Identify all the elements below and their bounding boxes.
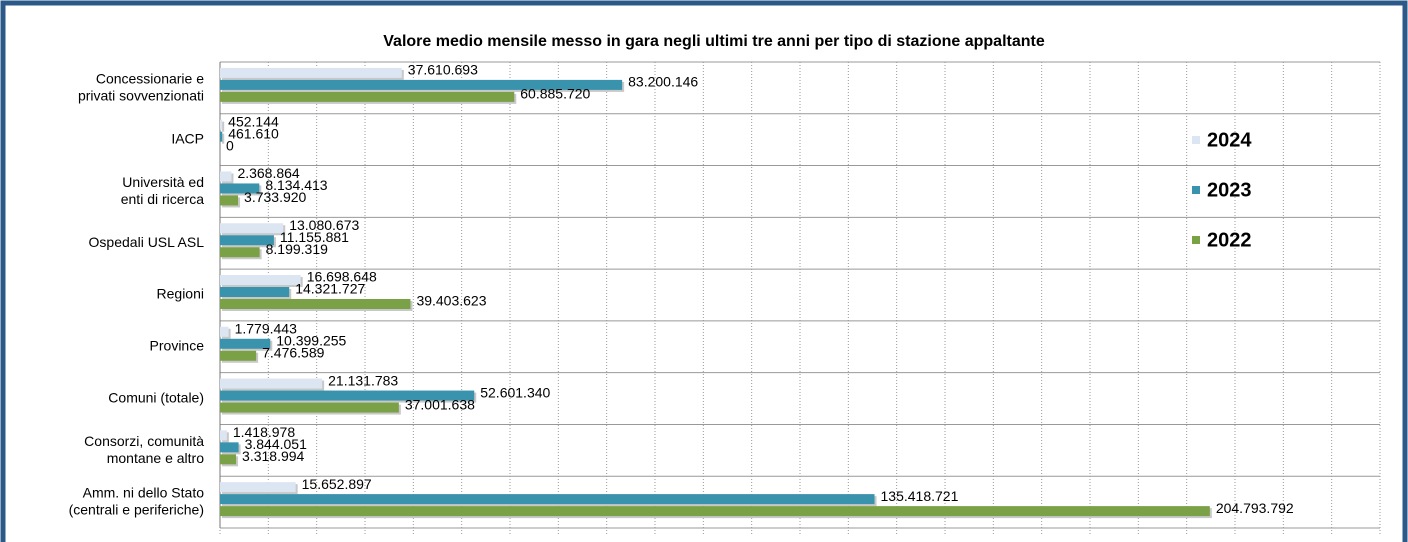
category-label: Consorzi, comunità montane e altro	[84, 433, 204, 466]
data-label: 21.131.783	[328, 372, 398, 388]
bar	[220, 482, 296, 493]
bar	[220, 79, 623, 90]
data-label: 39.403.623	[416, 293, 486, 309]
legend-label: 2022	[1207, 229, 1252, 251]
bar	[220, 442, 239, 453]
bar	[220, 390, 475, 401]
bar	[220, 494, 875, 505]
bar	[220, 91, 515, 102]
bar	[220, 171, 232, 182]
bar	[220, 430, 227, 441]
data-label: 3.318.994	[242, 448, 304, 464]
legend-swatch	[1192, 136, 1200, 144]
bar	[220, 350, 257, 361]
bar	[220, 235, 274, 246]
data-label: 1.418.978	[233, 424, 295, 440]
data-label: 7.476.589	[262, 344, 324, 360]
data-label: 13.080.673	[289, 217, 359, 233]
data-label: 204.793.792	[1216, 500, 1294, 516]
bar	[220, 183, 260, 194]
bar	[220, 247, 260, 258]
data-label: 60.885.720	[520, 86, 590, 102]
data-label: 14.321.727	[295, 281, 365, 297]
bar	[220, 378, 323, 389]
bar	[220, 299, 411, 309]
bar	[220, 506, 1210, 517]
bar	[220, 131, 223, 142]
chart-title: Valore medio mensile messo in gara negli…	[383, 33, 1045, 50]
bar	[220, 119, 223, 130]
category-label: Province	[150, 337, 205, 353]
data-label: 3.733.920	[244, 189, 306, 205]
legend-swatch	[1192, 186, 1200, 194]
bar	[220, 275, 301, 285]
data-label: 37.001.638	[405, 396, 475, 412]
data-label: 8.134.413	[265, 177, 327, 193]
category-label: Regioni	[157, 286, 204, 302]
bar	[220, 67, 402, 78]
data-label: 461.610	[228, 125, 279, 141]
category-label: Comuni (totale)	[108, 389, 204, 405]
data-label: 15.652.897	[302, 476, 372, 492]
data-label: 2.368.864	[237, 165, 299, 181]
bar-shadow	[222, 121, 225, 132]
data-label: 10.399.255	[276, 332, 346, 348]
data-label: 83.200.146	[628, 74, 698, 90]
bar	[220, 195, 239, 206]
bar	[220, 223, 284, 234]
data-label: 3.844.051	[245, 436, 307, 452]
category-label: IACP	[171, 130, 204, 146]
category-label: Amm. ni dello Stato (centrali e periferic…	[69, 484, 205, 517]
data-label: 452.144	[228, 113, 279, 129]
legend-label: 2024	[1207, 129, 1252, 151]
data-label: 11.155.881	[280, 229, 349, 245]
bar	[220, 287, 290, 297]
bar	[220, 338, 271, 349]
data-label: 1.779.443	[235, 320, 297, 336]
bar	[220, 326, 229, 337]
data-label: 52.601.340	[480, 384, 550, 400]
bar-shadow	[222, 133, 225, 144]
data-label: 16.698.648	[307, 269, 377, 285]
data-label: 8.199.319	[266, 241, 328, 257]
bar	[220, 402, 399, 413]
legend-swatch	[1192, 236, 1200, 244]
legend-label: 2023	[1207, 179, 1252, 201]
bar	[220, 454, 237, 465]
category-label: Concessionarie e privati sovvenzionati	[78, 70, 204, 103]
data-label: 37.610.693	[408, 62, 478, 78]
data-label: 135.418.721	[881, 488, 959, 504]
category-label: Università ed enti di ricerca	[121, 174, 204, 207]
data-label: 0	[226, 137, 234, 153]
category-label: Ospedali USL ASL	[89, 234, 205, 250]
